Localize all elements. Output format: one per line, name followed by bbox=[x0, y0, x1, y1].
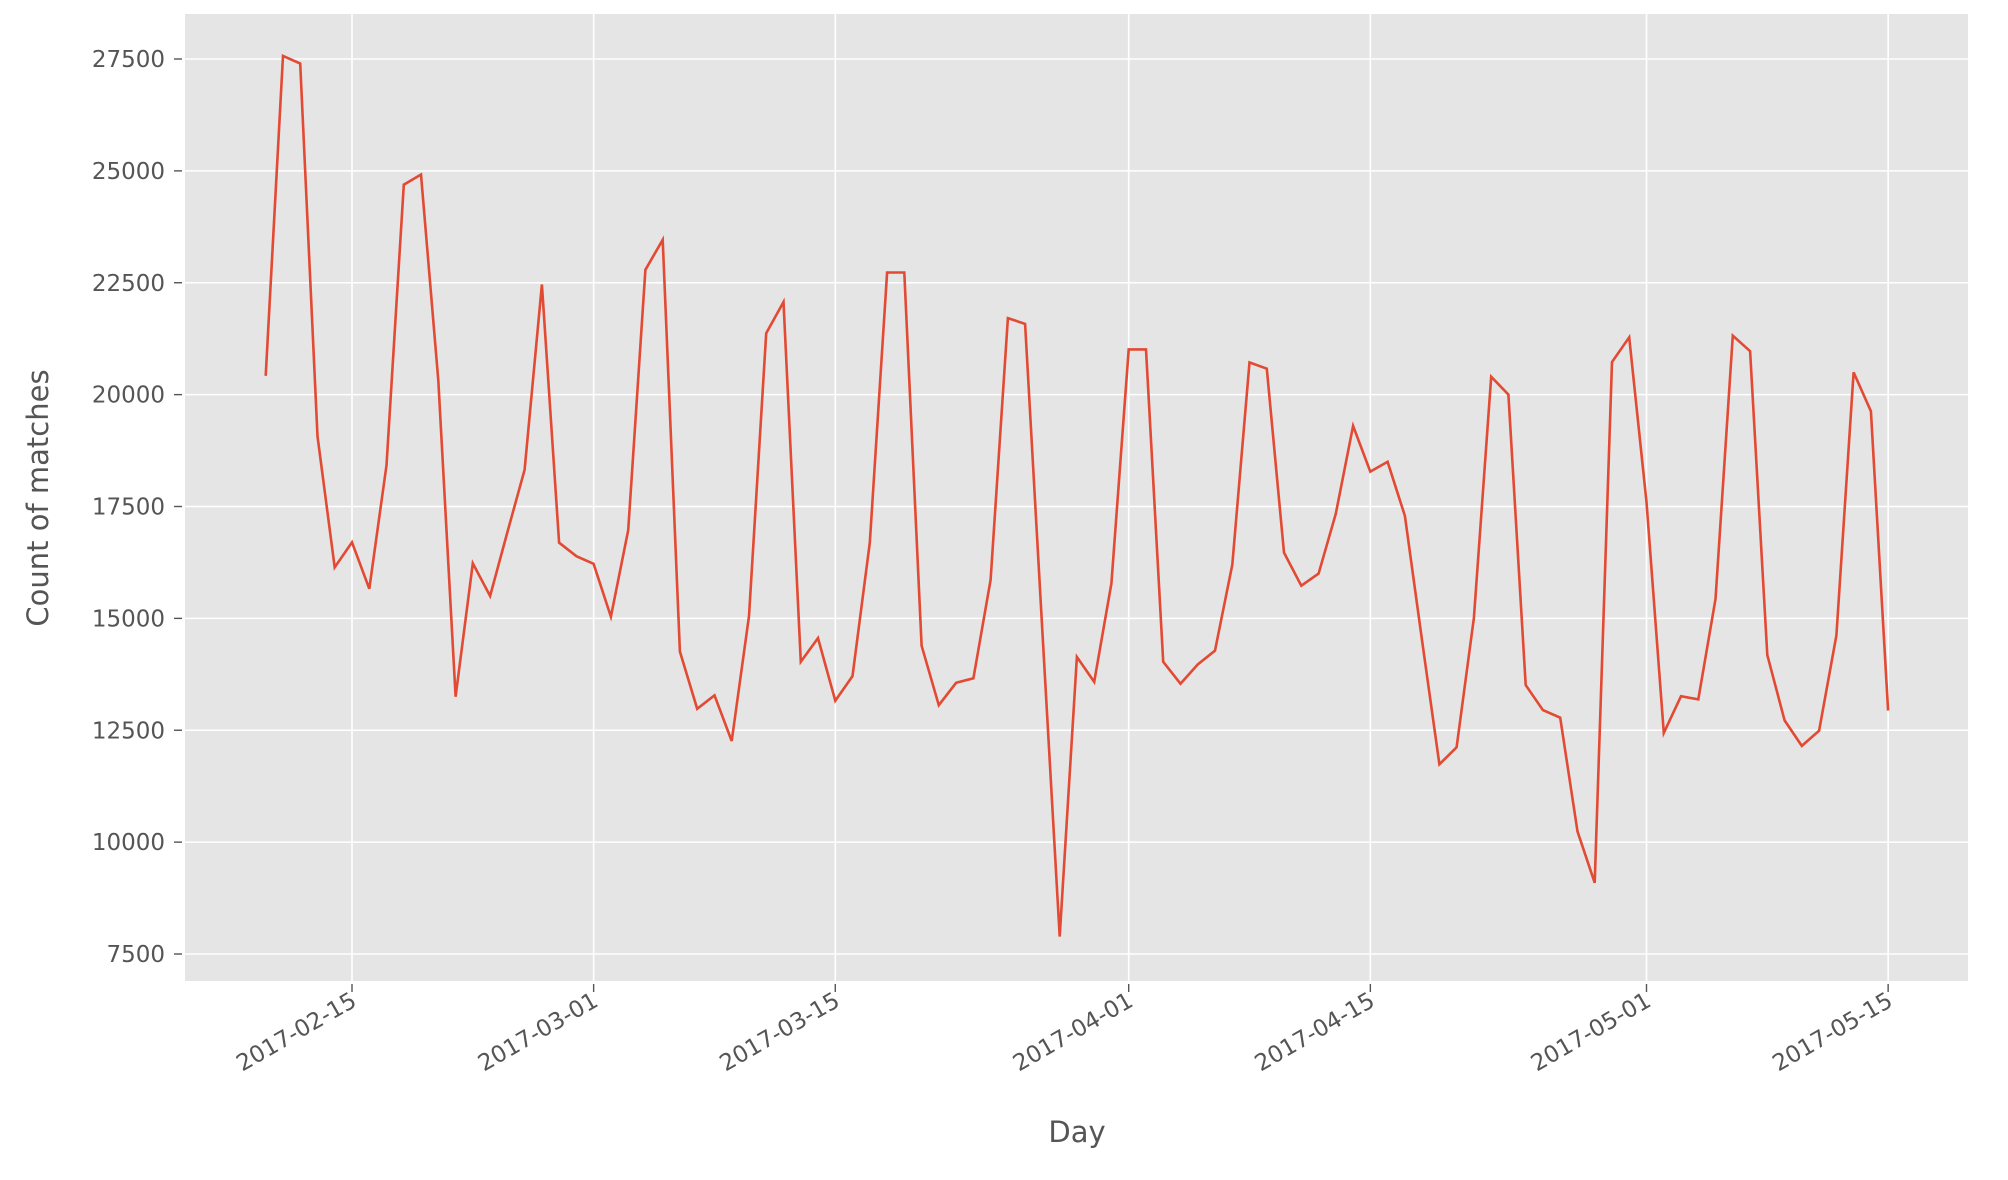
y-gridlines bbox=[185, 58, 1968, 955]
y-tick-label: 10000 bbox=[92, 830, 165, 856]
y-tick-label: 25000 bbox=[92, 159, 165, 185]
y-tick-label: 15000 bbox=[92, 606, 165, 632]
y-tick-label: 22500 bbox=[92, 271, 165, 297]
y-tick-label: 20000 bbox=[92, 383, 165, 409]
series-line-count-of-matches bbox=[264, 53, 1890, 937]
x-axis-label: Day bbox=[1048, 1115, 1105, 1149]
y-axis-ticks: 7500 10000 12500 15000 17500 20000 22500 25000 2… bbox=[92, 47, 182, 968]
plot-area bbox=[185, 14, 1968, 981]
y-tick-label: 17500 bbox=[92, 495, 165, 521]
y-tick-label: 27500 bbox=[92, 47, 165, 73]
y-tick-label: 7500 bbox=[106, 942, 165, 968]
y-tick-label: 12500 bbox=[92, 718, 165, 744]
y-axis-label: Count of matches bbox=[21, 369, 55, 626]
